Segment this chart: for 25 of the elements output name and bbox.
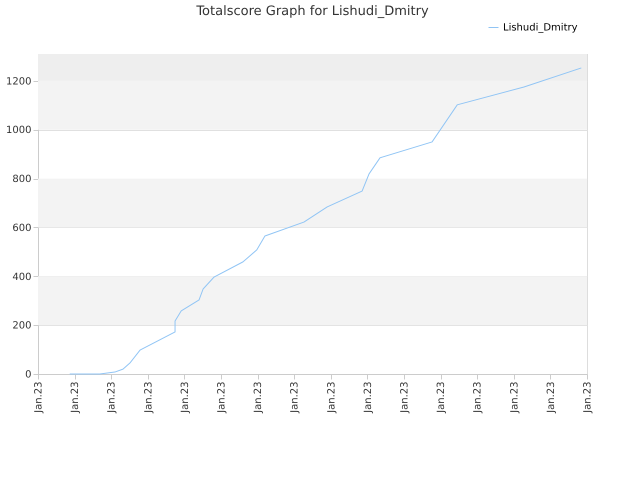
x-tick-label: Jan.23	[253, 382, 264, 414]
x-tick-label: Jan.23	[436, 382, 448, 414]
x-tick-label: Jan.23	[326, 382, 338, 414]
x-tick-label: Jan.23	[400, 382, 410, 414]
y-tick-label: 1200	[6, 76, 32, 88]
x-tick-label: Jan.23	[180, 382, 191, 414]
x-tick-label: Jan.23	[546, 382, 557, 414]
y-tick-label: 600	[12, 222, 32, 234]
x-tick-label: Jan.23	[509, 382, 520, 414]
x-tick-label: Jan.23	[362, 382, 374, 414]
y-tick-label: 0	[25, 370, 32, 380]
x-tick-label: Jan.23	[472, 382, 484, 414]
x-tick-label: Jan.23	[106, 382, 118, 414]
y-tick-label: 400	[12, 272, 32, 283]
y-tick-label: 200	[12, 320, 32, 332]
x-tick-label: Jan.23	[290, 382, 301, 414]
chart-title: Totalscore Graph for Lishudi_Dmitry	[195, 4, 429, 19]
legend-label: Lishudi_Dmitry	[503, 22, 578, 34]
y-tick-label: 800	[12, 174, 32, 186]
x-tick-label: Jan.23	[70, 382, 82, 414]
x-tick-label: Jan.23	[216, 382, 228, 414]
x-tick-label: Jan.23	[143, 382, 154, 414]
x-tick-label: Jan.23	[34, 382, 44, 414]
x-tick-label: Jan.23	[582, 382, 594, 414]
y-tick-label: 1000	[6, 125, 32, 136]
